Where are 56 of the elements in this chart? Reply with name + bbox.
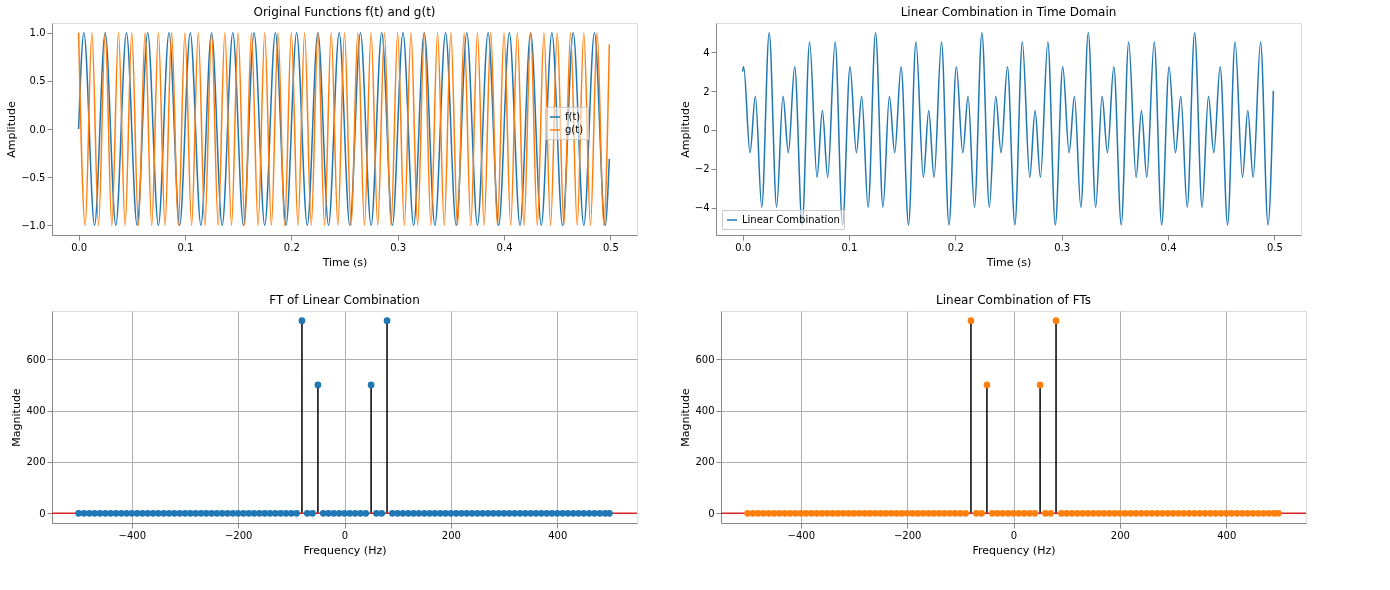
y-tick-label: 200 (26, 456, 46, 468)
chart-title: Original Functions f(t) and g(t) (253, 5, 436, 19)
x-tick-label: 0.4 (496, 241, 513, 253)
y-tick-label: 0.5 (29, 75, 46, 87)
y-tick-label: −0.5 (21, 171, 46, 183)
x-tick-label: 400 (1217, 529, 1237, 541)
x-tick-label: 0.3 (1054, 241, 1071, 253)
chart-title: Linear Combination in Time Domain (900, 5, 1117, 19)
y-axis-title: Amplitude (5, 101, 19, 158)
x-tick-label: 0.4 (1160, 241, 1177, 253)
y-tick-label: 200 (695, 456, 715, 468)
x-tick-label: −200 (224, 529, 253, 541)
y-tick-label: 0 (703, 124, 710, 136)
x-axis-title: Time (s) (985, 255, 1032, 269)
y-tick-label: −4 (694, 202, 710, 214)
x-tick-label: 200 (1110, 529, 1130, 541)
y-axis-title: Magnitude (10, 388, 24, 447)
x-tick-label: 0 (341, 529, 349, 541)
x-tick-label: 0.5 (1266, 241, 1283, 253)
x-tick-label: 0.2 (283, 241, 300, 253)
x-tick-label: 0.0 (71, 241, 88, 253)
y-tick-label: 600 (26, 353, 46, 365)
y-tick-label: 4 (703, 46, 710, 58)
x-tick-label: −400 (118, 529, 147, 541)
y-tick-label: 600 (695, 353, 715, 365)
line-series (741, 31, 1275, 226)
x-axis-title: Frequency (Hz) (972, 543, 1056, 557)
y-tick-label: 2 (703, 85, 710, 97)
chart-title: Linear Combination of FTs (936, 293, 1091, 307)
y-tick-label: −2 (694, 163, 710, 175)
x-tick-label: 0.5 (602, 241, 619, 253)
y-axis-title: Amplitude (678, 101, 692, 158)
legend-label: Linear Combination (742, 214, 840, 225)
y-tick-label: 400 (26, 405, 46, 417)
chart-title: FT of Linear Combination (269, 293, 420, 307)
x-tick-label: 0.0 (735, 241, 752, 253)
legend-label: g(t) (565, 124, 584, 135)
x-tick-label: 0 (1010, 529, 1018, 541)
x-tick-label: 200 (441, 529, 461, 541)
x-tick-label: 0.3 (390, 241, 407, 253)
x-axis-title: Time (s) (321, 255, 368, 269)
x-tick-label: 400 (548, 529, 568, 541)
x-tick-label: 0.1 (177, 241, 194, 253)
x-tick-label: −400 (787, 529, 816, 541)
legend-label: f(t) (565, 111, 581, 122)
y-tick-label: 0.0 (29, 123, 46, 135)
y-tick-label: 400 (695, 405, 715, 417)
y-tick-label: 0 (708, 507, 715, 519)
x-tick-label: 0.1 (841, 241, 858, 253)
x-tick-label: 0.2 (947, 241, 964, 253)
y-axis-title: Magnitude (679, 388, 693, 447)
y-tick-label: −1.0 (21, 219, 46, 231)
x-tick-label: −200 (893, 529, 922, 541)
x-axis-title: Frequency (Hz) (303, 543, 387, 557)
y-tick-label: 1.0 (29, 27, 46, 39)
y-tick-label: 0 (39, 507, 46, 519)
